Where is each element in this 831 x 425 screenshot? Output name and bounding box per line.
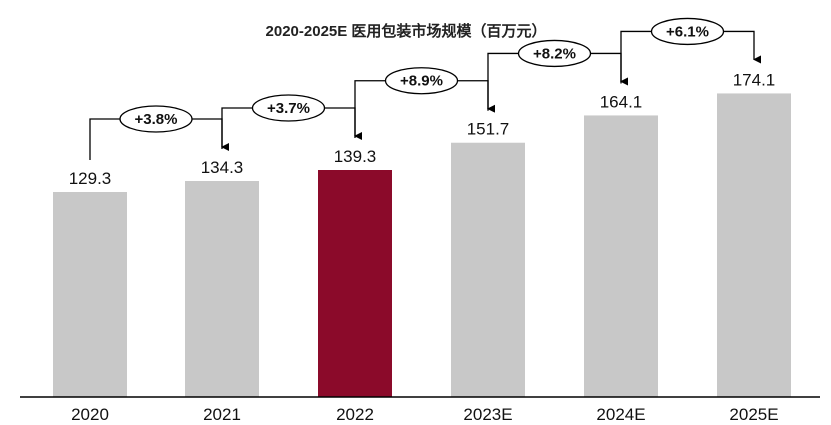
- growth-annotation-2: +3.7%: [221, 94, 362, 149]
- bar-2025E: [717, 93, 791, 397]
- value-label-2024E: 164.1: [600, 92, 643, 111]
- bar-2020: [53, 192, 127, 397]
- bar-2023E: [451, 142, 525, 397]
- growth-label-5: +6.1%: [666, 23, 709, 40]
- value-label-2020: 129.3: [69, 169, 112, 188]
- growth-label-3: +8.9%: [400, 73, 443, 90]
- growth-label-2: +3.7%: [267, 100, 310, 117]
- bar-2022: [318, 170, 392, 397]
- growth-ellipse-2: [251, 94, 326, 122]
- category-label-2020: 2020: [71, 405, 109, 424]
- value-label-2025E: 174.1: [733, 70, 776, 89]
- growth-ellipse-4: [517, 39, 592, 68]
- bar-2024E: [584, 115, 658, 397]
- category-label-2025E: 2025E: [729, 405, 778, 424]
- category-labels-group: 2020 2021 2022 2023E 2024E 2025E: [71, 405, 779, 424]
- category-label-2023E: 2023E: [463, 405, 512, 424]
- growth-label-4: +8.2%: [533, 45, 576, 62]
- value-label-2021: 134.3: [201, 158, 244, 177]
- growth-label-1: +3.8%: [135, 111, 178, 128]
- chart-title: 2020-2025E 医用包装市场规模（百万元）: [266, 22, 547, 40]
- category-label-2021: 2021: [203, 405, 241, 424]
- growth-annotations-group: +3.8% +3.7% +8.9% +8.2% +6.1%: [89, 17, 761, 160]
- bar-2021: [185, 181, 259, 397]
- growth-annotation-5: +6.1%: [620, 17, 761, 84]
- growth-ellipse-5: [650, 17, 725, 46]
- value-labels-group: 129.3 134.3 139.3 151.7 164.1 174.1: [69, 70, 776, 188]
- category-label-2024E: 2024E: [596, 405, 645, 424]
- growth-ellipse-3: [384, 67, 459, 95]
- value-label-2023E: 151.7: [467, 120, 510, 139]
- bars-group: [53, 93, 791, 397]
- value-label-2022: 139.3: [334, 147, 377, 166]
- growth-annotation-1: +3.8%: [89, 105, 229, 160]
- growth-ellipse-1: [119, 105, 193, 133]
- category-label-2022: 2022: [336, 405, 374, 424]
